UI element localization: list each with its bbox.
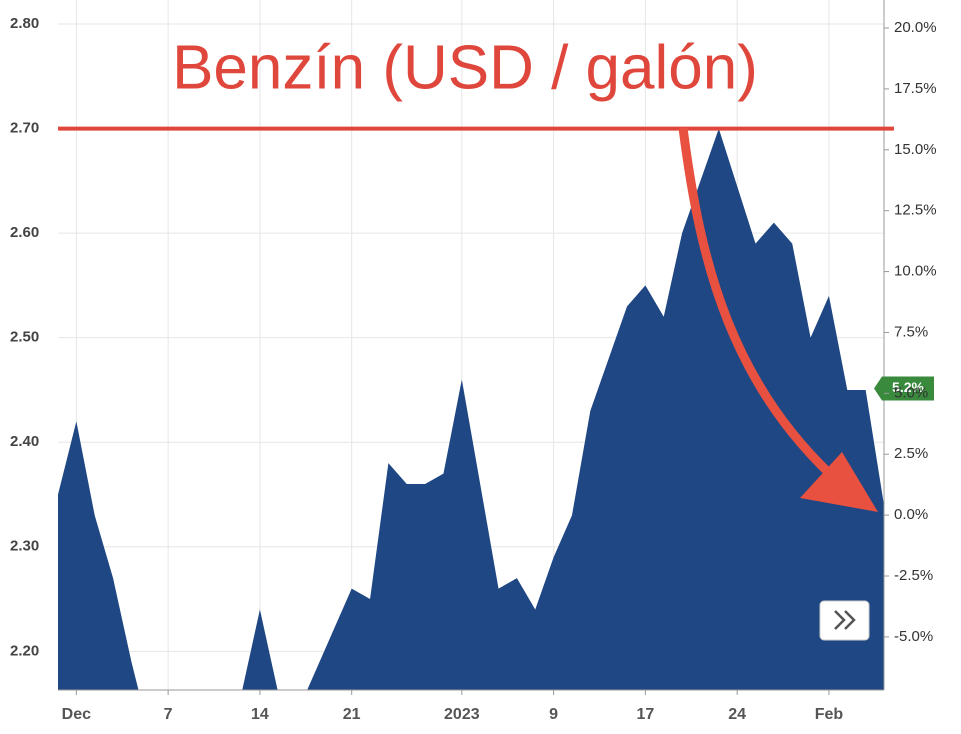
x-tick-label: 21 (343, 706, 361, 723)
y-tick-label: 2.20 (10, 642, 39, 659)
x-tick-label: Feb (815, 706, 844, 723)
y2-tick-label: 10.0% (894, 263, 937, 280)
x-tick-label: 7 (164, 706, 173, 723)
chart-title: Benzín (USD / galón) (172, 33, 758, 102)
y2-tick-label: 20.0% (894, 19, 937, 36)
y-tick-label: 2.30 (10, 538, 39, 555)
y-tick-label: 2.60 (10, 224, 39, 241)
y-tick-label: 2.70 (10, 120, 39, 137)
y2-tick-label: 0.0% (894, 506, 928, 523)
y-tick-label: 2.80 (10, 15, 39, 32)
x-tick-label: 24 (728, 706, 746, 723)
y2-tick-label: 17.5% (894, 80, 937, 97)
arrow (678, 127, 853, 496)
x-tick-label: 17 (636, 706, 654, 723)
scroll-button[interactable] (819, 600, 870, 641)
y2-tick-label: -2.5% (894, 567, 933, 584)
x-tick-label: 14 (251, 706, 269, 723)
y2-tick-label: -5.0% (894, 628, 933, 645)
y2-tick-label: 5.0% (894, 384, 928, 401)
y2-tick-label: 7.5% (894, 323, 928, 340)
arrow-head (800, 452, 878, 512)
current-badge (874, 376, 934, 401)
current-badge-label: 5.2% (892, 379, 924, 395)
y-tick-label: 2.40 (10, 433, 39, 450)
y2-tick-label: 12.5% (894, 202, 937, 219)
area (58, 128, 884, 690)
y2-tick-label: 15.0% (894, 141, 937, 158)
x-tick-label: 9 (549, 706, 558, 723)
y-tick-label: 2.50 (10, 329, 39, 346)
x-tick-label: Dec (62, 706, 91, 723)
x-tick-label: 2023 (444, 706, 480, 723)
y2-tick-label: 2.5% (894, 445, 928, 462)
